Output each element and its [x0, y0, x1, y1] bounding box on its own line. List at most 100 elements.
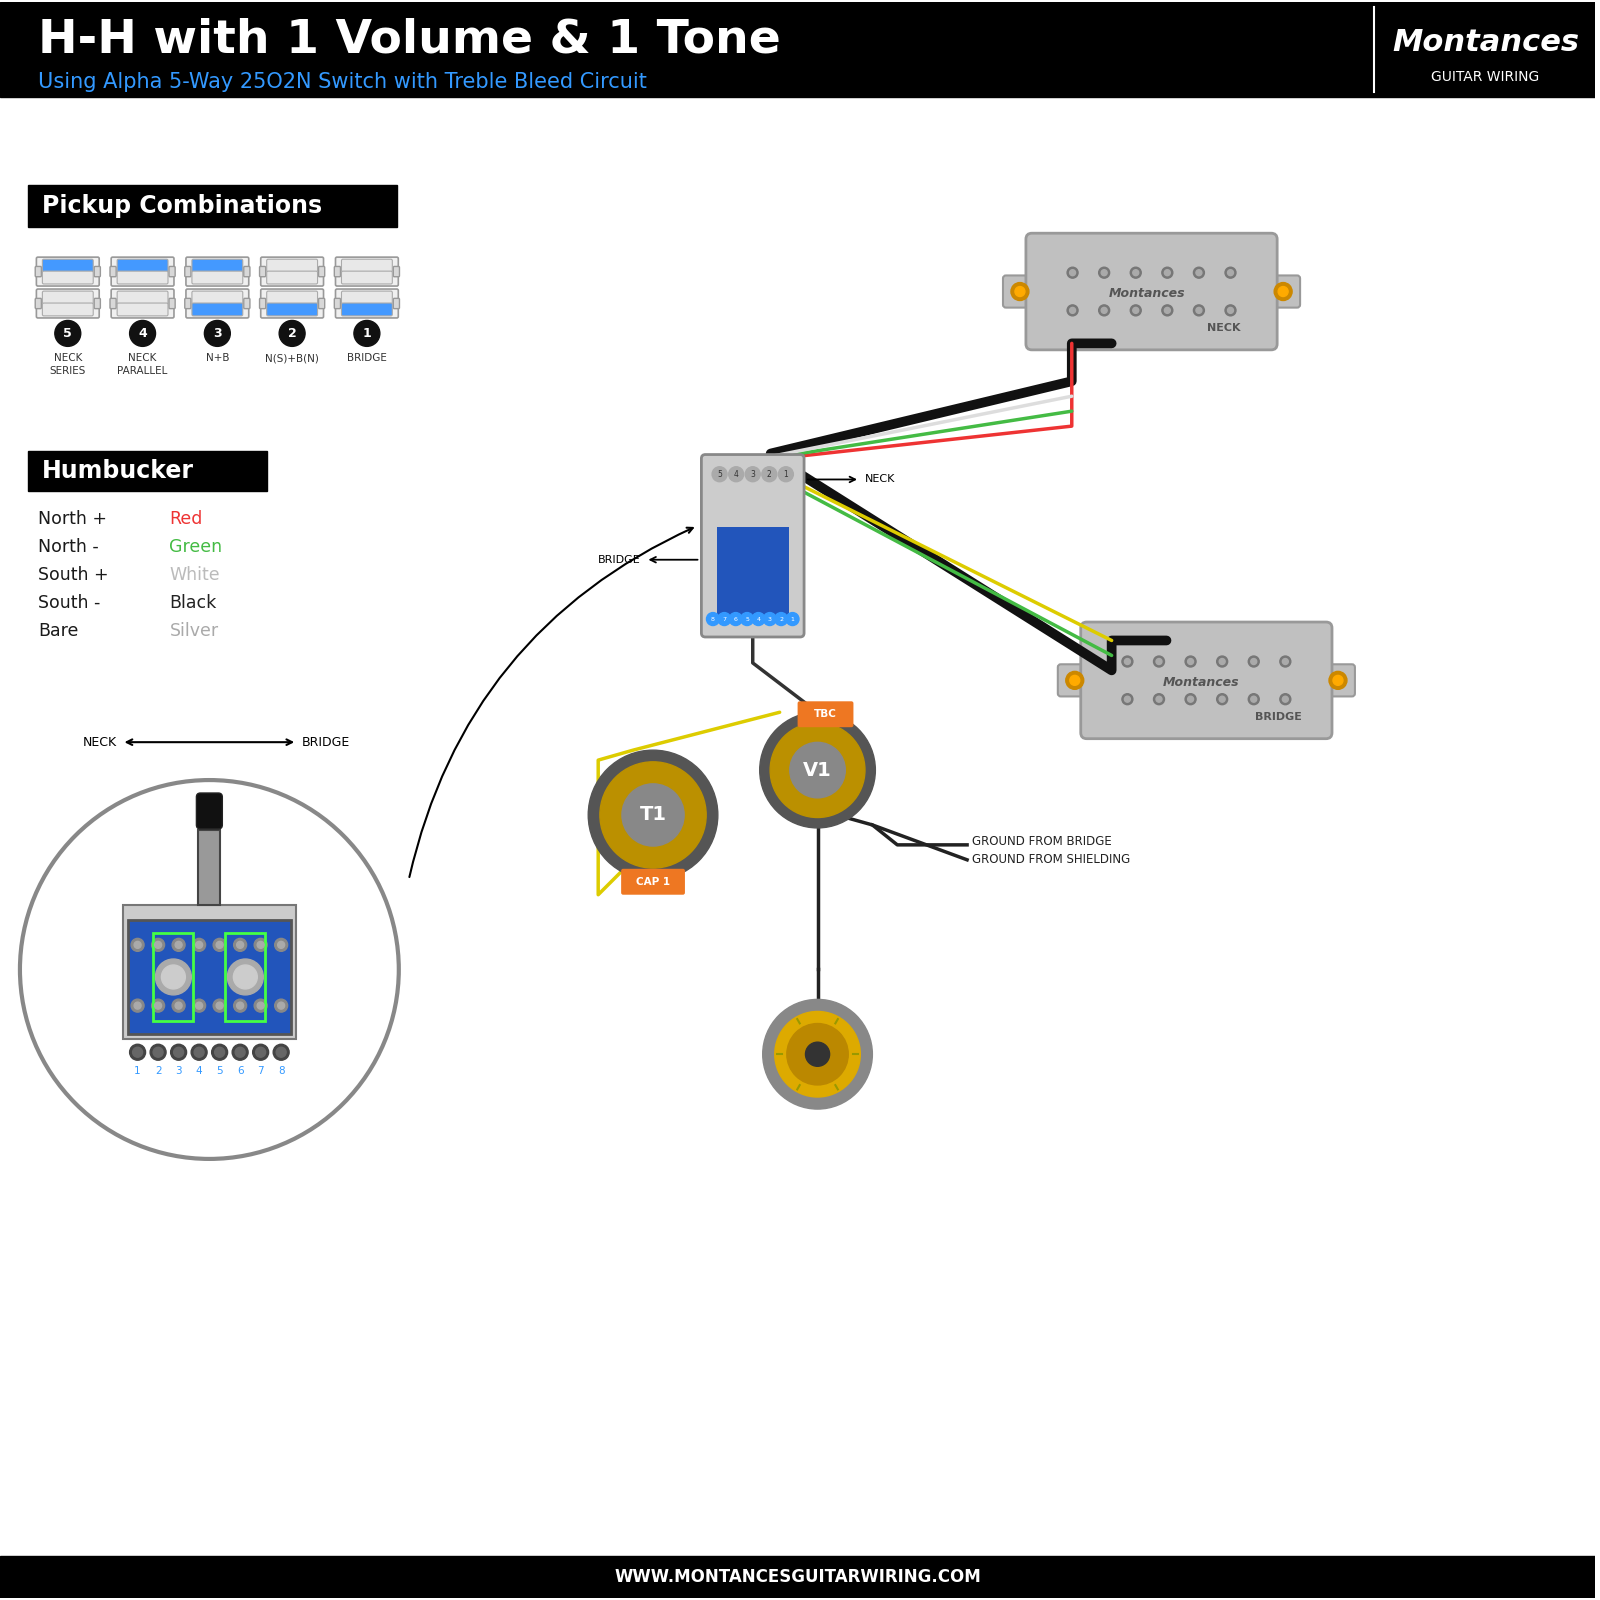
Text: TBC: TBC: [814, 709, 837, 720]
Text: Black: Black: [170, 594, 216, 611]
FancyBboxPatch shape: [261, 290, 323, 318]
Circle shape: [213, 998, 226, 1013]
Text: NECK
SERIES: NECK SERIES: [50, 354, 86, 376]
Circle shape: [134, 941, 141, 949]
Circle shape: [1069, 307, 1075, 314]
FancyBboxPatch shape: [110, 290, 174, 318]
Text: BRIDGE: BRIDGE: [302, 736, 350, 749]
Circle shape: [1133, 307, 1139, 314]
FancyBboxPatch shape: [35, 267, 42, 277]
Circle shape: [1165, 270, 1170, 275]
Circle shape: [211, 1045, 227, 1061]
FancyBboxPatch shape: [243, 298, 250, 309]
Text: 3: 3: [213, 326, 222, 339]
Text: 7: 7: [258, 1066, 264, 1077]
Circle shape: [787, 1024, 848, 1085]
FancyBboxPatch shape: [261, 258, 323, 286]
Circle shape: [155, 1002, 162, 1010]
FancyBboxPatch shape: [170, 298, 174, 309]
FancyBboxPatch shape: [35, 298, 42, 309]
Circle shape: [150, 1045, 166, 1061]
Circle shape: [1157, 696, 1162, 702]
Text: 3: 3: [176, 1066, 182, 1077]
Circle shape: [277, 1048, 286, 1058]
Circle shape: [1154, 694, 1165, 704]
Text: 1: 1: [784, 470, 789, 478]
Circle shape: [1165, 307, 1170, 314]
Circle shape: [1067, 267, 1078, 278]
Circle shape: [770, 723, 866, 818]
Text: Humbucker: Humbucker: [42, 459, 194, 483]
Circle shape: [1162, 267, 1173, 278]
Circle shape: [1219, 659, 1226, 664]
Circle shape: [589, 750, 718, 880]
Circle shape: [805, 1042, 830, 1066]
Circle shape: [227, 958, 264, 995]
FancyBboxPatch shape: [42, 302, 93, 315]
Text: V1: V1: [803, 760, 832, 779]
FancyBboxPatch shape: [621, 869, 685, 894]
Text: 5: 5: [717, 470, 722, 478]
Text: White: White: [170, 566, 221, 584]
FancyBboxPatch shape: [37, 290, 99, 318]
Text: 6: 6: [734, 616, 738, 621]
Circle shape: [730, 613, 742, 626]
Circle shape: [1067, 306, 1078, 315]
Text: Bare: Bare: [38, 621, 78, 640]
Text: 5: 5: [216, 1066, 222, 1077]
FancyBboxPatch shape: [94, 267, 101, 277]
FancyBboxPatch shape: [267, 302, 317, 315]
Circle shape: [1099, 267, 1110, 278]
Circle shape: [1070, 675, 1080, 685]
Text: 4: 4: [757, 616, 760, 621]
Circle shape: [1227, 270, 1234, 275]
Text: NECK: NECK: [1206, 323, 1240, 333]
Text: T1: T1: [640, 805, 667, 824]
Circle shape: [741, 613, 754, 626]
Circle shape: [173, 998, 186, 1013]
Text: 4: 4: [734, 470, 739, 478]
Text: 2: 2: [766, 470, 771, 478]
Circle shape: [1101, 307, 1107, 314]
Text: N+B: N+B: [205, 354, 229, 363]
FancyBboxPatch shape: [341, 291, 392, 304]
Text: GUITAR WIRING: GUITAR WIRING: [1432, 70, 1539, 85]
FancyBboxPatch shape: [37, 258, 99, 286]
FancyBboxPatch shape: [42, 291, 93, 304]
Circle shape: [1278, 286, 1288, 296]
Circle shape: [234, 938, 246, 952]
FancyBboxPatch shape: [259, 298, 266, 309]
Text: 4: 4: [138, 326, 147, 339]
FancyBboxPatch shape: [1080, 622, 1331, 739]
Circle shape: [1227, 307, 1234, 314]
Text: NECK
PARALLEL: NECK PARALLEL: [117, 354, 168, 376]
Circle shape: [131, 998, 144, 1013]
FancyBboxPatch shape: [1003, 275, 1037, 307]
Text: BRIDGE: BRIDGE: [347, 354, 387, 363]
Text: 3: 3: [768, 616, 771, 621]
FancyBboxPatch shape: [184, 298, 190, 309]
Circle shape: [1069, 270, 1075, 275]
Circle shape: [1219, 696, 1226, 702]
Circle shape: [19, 781, 398, 1158]
Circle shape: [762, 467, 776, 482]
FancyBboxPatch shape: [42, 270, 93, 283]
Circle shape: [774, 1011, 861, 1098]
Circle shape: [258, 1002, 264, 1010]
FancyBboxPatch shape: [336, 290, 398, 318]
Circle shape: [275, 938, 288, 952]
Circle shape: [194, 1048, 205, 1058]
Text: North -: North -: [38, 538, 99, 555]
FancyBboxPatch shape: [184, 267, 190, 277]
Circle shape: [1333, 675, 1342, 685]
Circle shape: [205, 320, 230, 346]
FancyBboxPatch shape: [318, 298, 325, 309]
FancyBboxPatch shape: [797, 701, 853, 728]
Circle shape: [718, 613, 731, 626]
Circle shape: [1133, 270, 1139, 275]
Circle shape: [174, 1048, 184, 1058]
Circle shape: [131, 938, 144, 952]
FancyBboxPatch shape: [318, 267, 325, 277]
Text: GROUND FROM SHIELDING: GROUND FROM SHIELDING: [973, 853, 1130, 866]
Circle shape: [133, 1048, 142, 1058]
